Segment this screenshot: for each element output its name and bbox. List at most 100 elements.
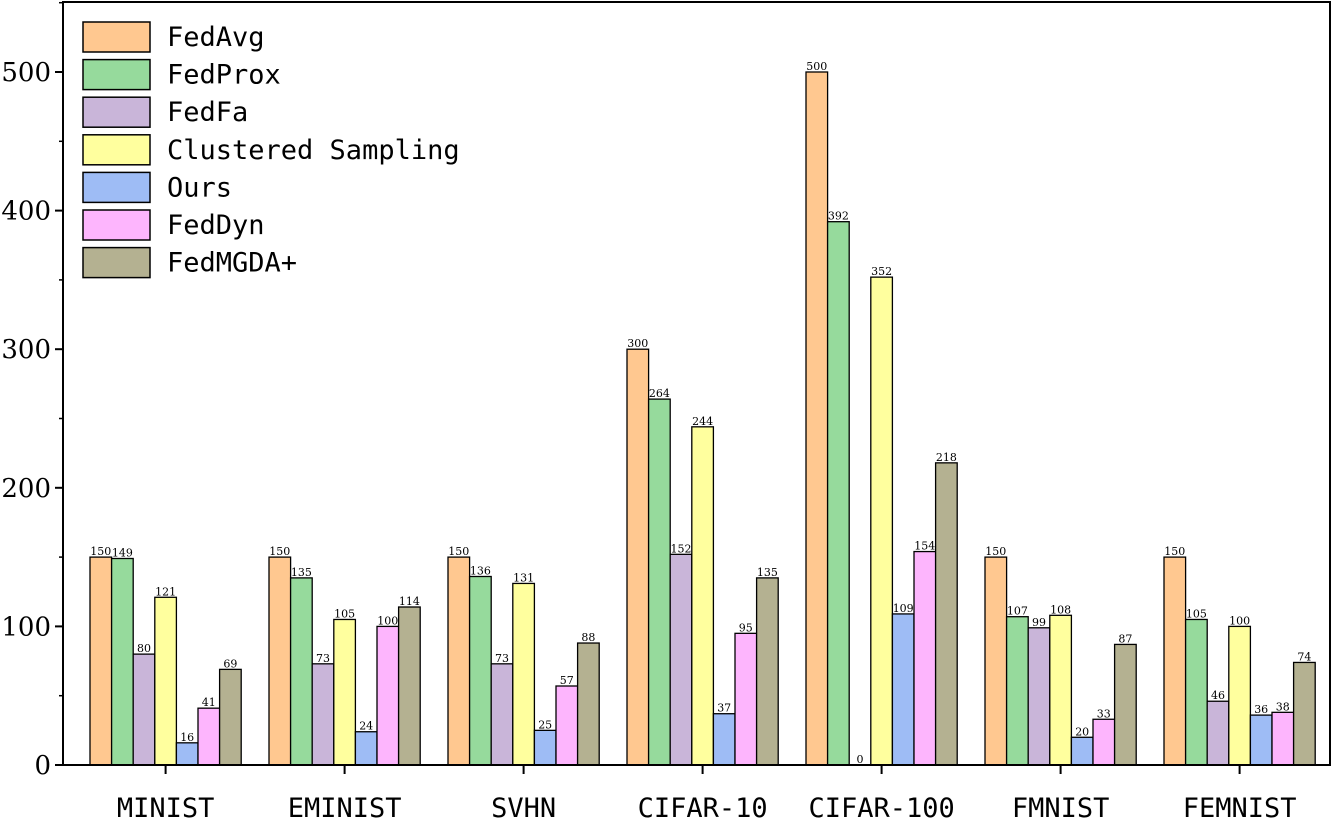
- value-label: 500: [806, 60, 827, 73]
- value-label: 99: [1032, 616, 1046, 629]
- y-tick-label: 500: [1, 58, 51, 88]
- value-label: 24: [359, 720, 373, 733]
- value-label: 38: [1276, 700, 1290, 713]
- x-category-label: FEMNIST: [1183, 793, 1297, 824]
- value-label: 36: [1254, 703, 1268, 716]
- bar-feddyn-svhn: [555, 685, 579, 766]
- bar-fedfa-minist: [132, 653, 156, 766]
- bar-fedprox-eminist: [289, 577, 313, 766]
- bar-fedfa-femnist: [1206, 700, 1230, 766]
- legend-swatch: [82, 246, 151, 279]
- bar-ours-fmnist: [1070, 736, 1094, 766]
- bar-fedmgda--minist: [218, 668, 242, 766]
- value-label: 135: [757, 566, 778, 579]
- legend-swatch: [82, 171, 151, 204]
- bar-fedmgda--fmnist: [1113, 643, 1137, 766]
- bar-fedprox-femnist: [1184, 618, 1208, 766]
- value-label: 105: [1186, 607, 1207, 620]
- bar-clustered-sampling-cifar-10: [691, 426, 715, 766]
- legend-swatch: [82, 58, 151, 91]
- bar-fedprox-svhn: [468, 575, 492, 766]
- bar-fedfa-cifar-10: [669, 553, 693, 766]
- value-label: 41: [202, 696, 216, 709]
- bar-clustered-sampling-fmnist: [1049, 614, 1073, 766]
- bar-feddyn-femnist: [1271, 711, 1295, 766]
- value-label: 16: [180, 731, 194, 744]
- bar-ours-eminist: [354, 731, 378, 766]
- bar-clustered-sampling-eminist: [333, 618, 357, 766]
- bar-fedfa-fmnist: [1027, 627, 1051, 766]
- legend-swatch: [82, 209, 151, 241]
- bar-feddyn-minist: [197, 707, 221, 766]
- value-label: 69: [223, 657, 237, 670]
- legend-swatch: [82, 134, 151, 166]
- bar-fedprox-fmnist: [1005, 616, 1029, 766]
- value-label: 135: [291, 566, 312, 579]
- bar-fedfa-svhn: [490, 663, 514, 766]
- value-label: 57: [560, 674, 574, 687]
- bar-fedprox-minist: [110, 557, 134, 766]
- bar-fedavg-minist: [89, 556, 113, 766]
- y-tick-label: 400: [1, 197, 51, 227]
- value-label: 150: [90, 545, 111, 558]
- value-label: 46: [1211, 689, 1225, 702]
- bar-fedavg-cifar-10: [626, 348, 650, 766]
- bar-clustered-sampling-minist: [154, 596, 178, 766]
- bar-feddyn-eminist: [376, 625, 400, 766]
- value-label: 121: [155, 585, 176, 598]
- plot-frame: [62, 1, 1331, 766]
- value-label: 73: [316, 652, 330, 665]
- bar-fedmgda--svhn: [576, 642, 600, 766]
- bar-fedavg-eminist: [268, 556, 292, 766]
- value-label: 131: [513, 571, 534, 584]
- value-label: 150: [269, 545, 290, 558]
- bar-ours-svhn: [533, 729, 557, 766]
- bar-ours-cifar-10: [712, 713, 736, 766]
- bar-fedmgda--eminist: [397, 606, 421, 766]
- bar-fedmgda--cifar-100: [934, 462, 958, 766]
- bar-fedavg-cifar-100: [805, 71, 829, 766]
- bar-feddyn-cifar-10: [734, 632, 758, 766]
- value-label: 150: [985, 545, 1006, 558]
- value-label: 150: [1164, 545, 1185, 558]
- legend-swatch: [82, 96, 151, 128]
- bar-fedmgda--cifar-10: [755, 577, 779, 766]
- bar-fedprox-cifar-10: [647, 398, 671, 766]
- bar-clustered-sampling-cifar-100: [870, 276, 894, 766]
- x-category-label: MINIST: [117, 793, 215, 824]
- y-tick-label: 200: [1, 474, 51, 504]
- legend-label: FedMGDA+: [167, 248, 297, 279]
- value-label: 154: [914, 540, 935, 553]
- value-label: 352: [871, 265, 892, 278]
- value-label: 300: [627, 337, 648, 350]
- bar-feddyn-cifar-100: [913, 550, 937, 766]
- value-label: 107: [1007, 605, 1028, 618]
- value-label: 100: [377, 614, 398, 627]
- legend-label: FedDyn: [167, 210, 265, 241]
- value-label: 25: [538, 718, 552, 731]
- value-label: 74: [1297, 650, 1311, 663]
- bar-clustered-sampling-svhn: [512, 582, 536, 766]
- bar-fedavg-svhn: [447, 556, 471, 766]
- value-label: 264: [649, 387, 670, 400]
- value-label: 95: [739, 621, 753, 634]
- value-label: 150: [448, 545, 469, 558]
- value-labels-layer: 150 1498012116416915013573105241001141501…: [90, 60, 1311, 766]
- value-label: 392: [828, 210, 849, 223]
- value-label: 136: [470, 565, 491, 578]
- value-label: 37: [717, 702, 731, 715]
- bar-feddyn-fmnist: [1092, 718, 1116, 766]
- y-tick-label: 300: [1, 335, 51, 365]
- bar-fedprox-cifar-100: [826, 221, 850, 766]
- value-label: 100: [1229, 614, 1250, 627]
- value-label: 114: [399, 595, 420, 608]
- value-label: 109: [893, 602, 914, 615]
- legend-swatch: [82, 21, 151, 53]
- legend-label: FedProx: [167, 60, 281, 91]
- legend-label: FedAvg: [167, 22, 265, 53]
- x-category-label: CIFAR-100: [808, 793, 954, 824]
- value-label: 80: [137, 642, 151, 655]
- value-label: 108: [1050, 603, 1071, 616]
